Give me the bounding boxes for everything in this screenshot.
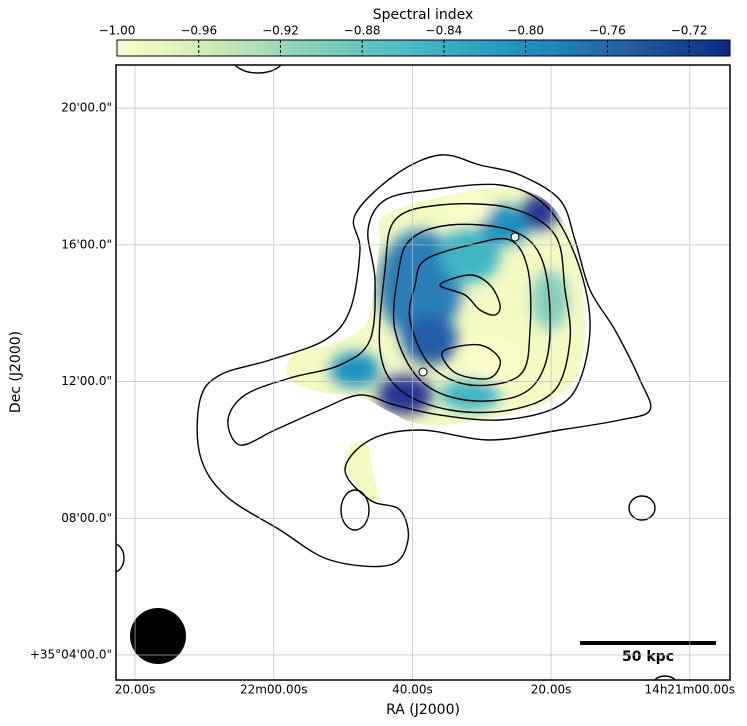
y-tick-label: 16'00.0" — [61, 237, 112, 251]
colorbar-label: Spectral index — [373, 7, 474, 23]
contour — [378, 203, 572, 414]
colorbar-tick-label: −0.80 — [507, 24, 544, 38]
spectral-map — [116, 65, 716, 680]
x-tick-label: 14h21m00.00s — [645, 683, 735, 697]
x-tick-label: 20.00s — [115, 683, 156, 697]
contour — [227, 183, 591, 446]
x-tick-label: 40.00s — [392, 683, 433, 697]
colorbar-tick-label: −0.72 — [671, 24, 708, 38]
beam — [130, 608, 186, 664]
colorbar-tick-label: −0.92 — [262, 24, 299, 38]
contour — [196, 154, 652, 568]
y-tick-label: 08'00.0" — [61, 511, 112, 525]
y-tick-label: 12'00.0" — [61, 374, 112, 388]
colorbar-tick-label: −0.96 — [180, 24, 217, 38]
x-axis-label: RA (J2000) — [386, 702, 460, 718]
colorbar-tick-label: −0.84 — [426, 24, 463, 38]
colorbar-tick-label: −0.88 — [344, 24, 381, 38]
x-tick-label: 22m00.00s — [240, 683, 308, 697]
y-tick-label: 20'00.0" — [61, 101, 112, 115]
colorbar — [116, 39, 731, 57]
scale-bar-label: 50 kpc — [622, 649, 674, 665]
contour — [441, 343, 502, 380]
contour — [392, 223, 551, 402]
colorbar-tick-label: −1.00 — [99, 24, 136, 38]
contour — [439, 274, 501, 316]
y-axis-label: Dec (J2000) — [8, 331, 24, 413]
x-tick-label: 20.00s — [531, 683, 572, 697]
plot-frame — [115, 64, 731, 681]
y-tick-label: +35°04'00.0" — [30, 648, 112, 662]
colorbar-tick-label: −0.76 — [589, 24, 626, 38]
contour — [408, 237, 532, 387]
